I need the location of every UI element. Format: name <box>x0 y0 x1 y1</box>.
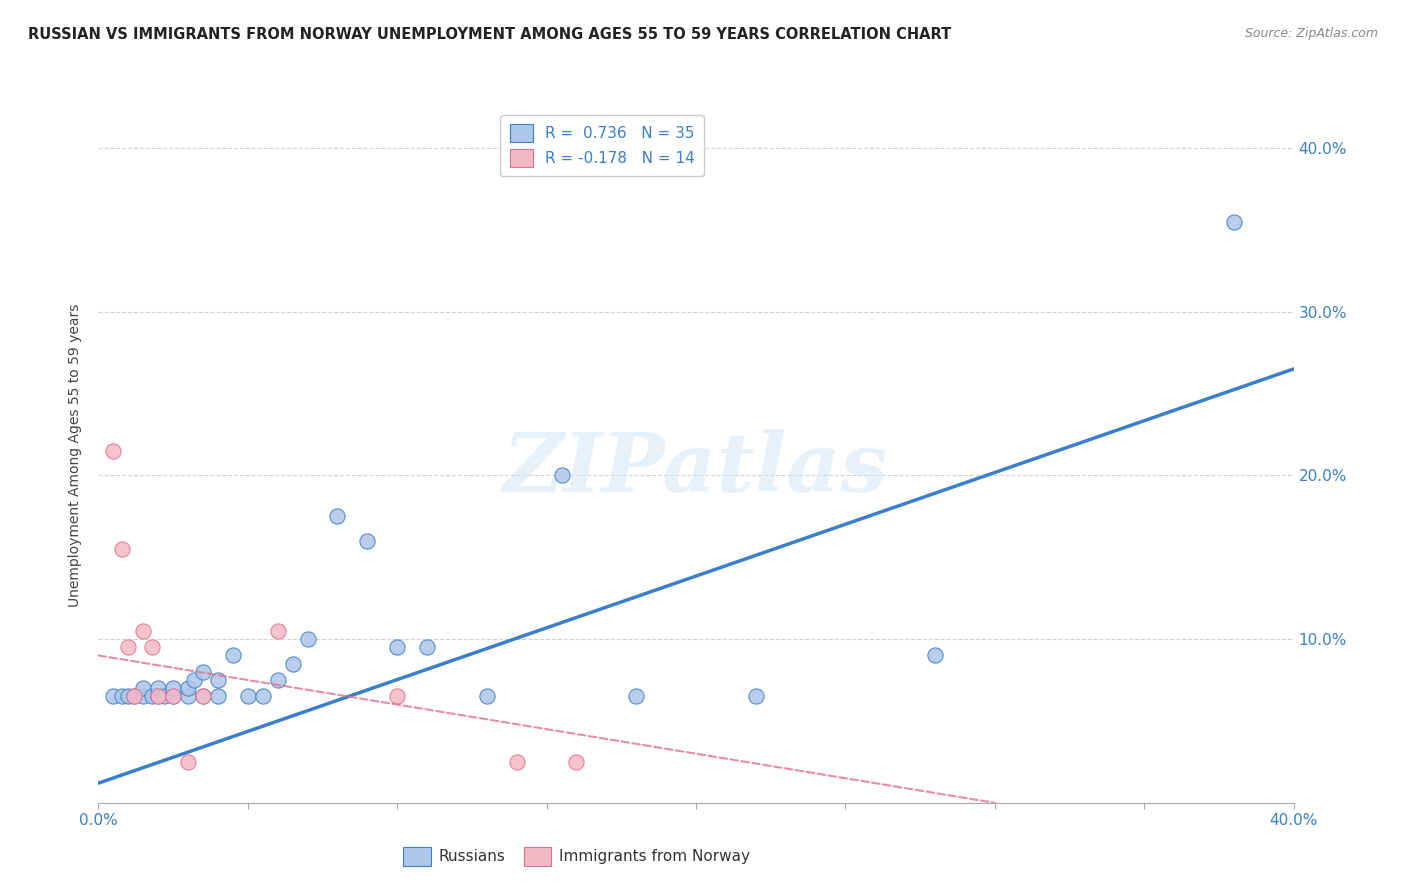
Point <box>132 681 155 696</box>
Point <box>267 624 290 638</box>
Point <box>207 690 229 704</box>
Text: ZIPatlas: ZIPatlas <box>503 429 889 508</box>
Point <box>745 690 768 704</box>
Point <box>924 648 946 663</box>
Point <box>252 690 274 704</box>
Point <box>297 632 319 646</box>
Point <box>506 755 529 769</box>
Y-axis label: Unemployment Among Ages 55 to 59 years: Unemployment Among Ages 55 to 59 years <box>69 303 83 607</box>
Point <box>385 690 409 704</box>
Point <box>103 690 125 704</box>
Point <box>177 690 200 704</box>
Point <box>162 690 184 704</box>
Point <box>162 690 184 704</box>
Legend: Russians, Immigrants from Norway: Russians, Immigrants from Norway <box>396 841 756 871</box>
Point <box>416 640 439 655</box>
Point <box>111 690 134 704</box>
Point <box>236 690 259 704</box>
Point <box>153 690 176 704</box>
Point <box>141 640 163 655</box>
Point <box>207 673 229 687</box>
Point <box>117 640 139 655</box>
Point <box>103 443 125 458</box>
Point <box>565 755 588 769</box>
Point <box>550 468 572 483</box>
Point <box>183 673 205 687</box>
Point <box>132 624 155 638</box>
Point <box>124 690 146 704</box>
Point <box>1223 214 1246 228</box>
Text: Source: ZipAtlas.com: Source: ZipAtlas.com <box>1244 27 1378 40</box>
Point <box>356 533 378 548</box>
Point <box>191 690 214 704</box>
Point <box>117 690 139 704</box>
Text: RUSSIAN VS IMMIGRANTS FROM NORWAY UNEMPLOYMENT AMONG AGES 55 TO 59 YEARS CORRELA: RUSSIAN VS IMMIGRANTS FROM NORWAY UNEMPL… <box>28 27 952 42</box>
Point <box>124 690 146 704</box>
Point <box>141 690 163 704</box>
Point <box>177 755 200 769</box>
Point <box>111 542 134 557</box>
Point <box>148 690 170 704</box>
Point <box>191 690 214 704</box>
Point <box>132 690 155 704</box>
Point <box>267 673 290 687</box>
Point <box>148 681 170 696</box>
Point <box>475 690 498 704</box>
Point <box>191 665 214 679</box>
Point <box>281 657 304 671</box>
Point <box>177 681 200 696</box>
Point <box>162 681 184 696</box>
Point <box>326 509 349 524</box>
Point <box>626 690 648 704</box>
Point <box>385 640 409 655</box>
Point <box>148 690 170 704</box>
Point <box>222 648 245 663</box>
